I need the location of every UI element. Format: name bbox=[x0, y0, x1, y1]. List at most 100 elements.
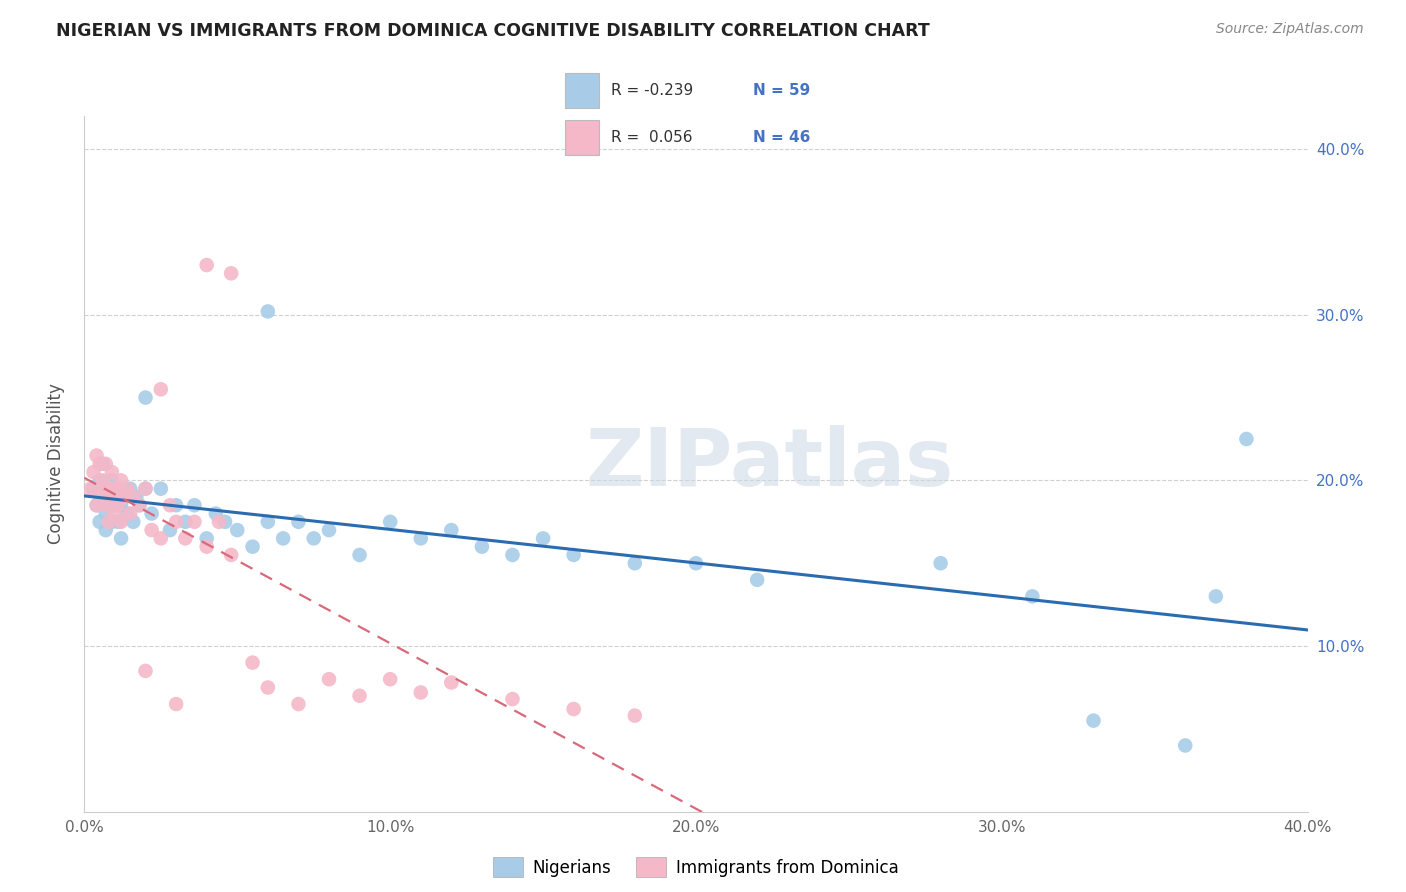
FancyBboxPatch shape bbox=[565, 120, 599, 155]
Point bbox=[380, 672, 402, 686]
Point bbox=[929, 556, 952, 570]
Text: R =  0.056: R = 0.056 bbox=[612, 130, 693, 145]
Point bbox=[115, 507, 138, 521]
Point bbox=[97, 482, 120, 496]
Point bbox=[149, 482, 172, 496]
Point bbox=[409, 685, 432, 699]
Point bbox=[174, 515, 197, 529]
Point bbox=[110, 498, 132, 512]
Point bbox=[91, 474, 114, 488]
Point bbox=[107, 515, 129, 529]
Point bbox=[214, 515, 236, 529]
Point bbox=[86, 449, 108, 463]
Point bbox=[287, 515, 309, 529]
Point bbox=[120, 507, 142, 521]
Legend: Nigerians, Immigrants from Dominica: Nigerians, Immigrants from Dominica bbox=[486, 851, 905, 883]
Point bbox=[101, 474, 124, 488]
Point bbox=[83, 482, 105, 496]
Point bbox=[86, 498, 108, 512]
Point bbox=[502, 692, 524, 706]
Point bbox=[104, 507, 127, 521]
Point bbox=[122, 515, 145, 529]
Point bbox=[125, 490, 148, 504]
Point bbox=[219, 266, 242, 280]
Point bbox=[91, 457, 114, 471]
Point bbox=[349, 689, 371, 703]
Point bbox=[502, 548, 524, 562]
Point bbox=[135, 664, 157, 678]
Point bbox=[1021, 590, 1043, 604]
Point bbox=[91, 490, 114, 504]
Point bbox=[112, 490, 135, 504]
Point bbox=[174, 532, 197, 546]
Point bbox=[205, 507, 228, 521]
Point bbox=[149, 532, 172, 546]
Point bbox=[195, 540, 218, 554]
Point bbox=[165, 515, 187, 529]
Point bbox=[97, 498, 120, 512]
Point bbox=[409, 532, 432, 546]
Point bbox=[380, 515, 402, 529]
Text: NIGERIAN VS IMMIGRANTS FROM DOMINICA COGNITIVE DISABILITY CORRELATION CHART: NIGERIAN VS IMMIGRANTS FROM DOMINICA COG… bbox=[56, 22, 929, 40]
Point bbox=[94, 482, 117, 496]
Point bbox=[97, 515, 120, 529]
Text: Source: ZipAtlas.com: Source: ZipAtlas.com bbox=[1216, 22, 1364, 37]
Text: R = -0.239: R = -0.239 bbox=[612, 83, 693, 97]
Point bbox=[107, 490, 129, 504]
Point bbox=[128, 498, 150, 512]
Point bbox=[624, 708, 647, 723]
Point bbox=[1174, 739, 1197, 753]
Point bbox=[149, 382, 172, 396]
Point bbox=[219, 548, 242, 562]
Point bbox=[685, 556, 707, 570]
Point bbox=[562, 548, 585, 562]
Point bbox=[141, 523, 163, 537]
Point bbox=[318, 523, 340, 537]
Point bbox=[1205, 590, 1227, 604]
Point bbox=[135, 391, 157, 405]
Point bbox=[97, 482, 120, 496]
Point bbox=[89, 474, 111, 488]
Point bbox=[183, 498, 205, 512]
Point bbox=[165, 697, 187, 711]
Point bbox=[349, 548, 371, 562]
Point bbox=[287, 697, 309, 711]
Point bbox=[208, 515, 231, 529]
Point bbox=[257, 681, 280, 695]
Point bbox=[1083, 714, 1105, 728]
Point bbox=[104, 490, 127, 504]
Point bbox=[94, 507, 117, 521]
Point bbox=[104, 482, 127, 496]
Point bbox=[440, 675, 463, 690]
Point bbox=[165, 498, 187, 512]
Point bbox=[141, 507, 163, 521]
Y-axis label: Cognitive Disability: Cognitive Disability bbox=[46, 384, 65, 544]
Point bbox=[257, 515, 280, 529]
Point bbox=[94, 498, 117, 512]
Point bbox=[159, 498, 181, 512]
Point bbox=[101, 482, 124, 496]
Point bbox=[83, 465, 105, 479]
Point bbox=[86, 498, 108, 512]
Point bbox=[107, 482, 129, 496]
Point bbox=[101, 515, 124, 529]
Point bbox=[624, 556, 647, 570]
Point bbox=[101, 465, 124, 479]
Point bbox=[159, 523, 181, 537]
Point bbox=[1236, 432, 1258, 446]
Text: N = 59: N = 59 bbox=[754, 83, 811, 97]
Point bbox=[195, 532, 218, 546]
Point bbox=[135, 482, 157, 496]
Point bbox=[271, 532, 294, 546]
Point bbox=[107, 498, 129, 512]
Point bbox=[94, 457, 117, 471]
Point bbox=[257, 304, 280, 318]
Point bbox=[112, 490, 135, 504]
Point bbox=[110, 532, 132, 546]
Point bbox=[195, 258, 218, 272]
Point bbox=[79, 482, 101, 496]
Point bbox=[318, 672, 340, 686]
Point bbox=[302, 532, 325, 546]
Point bbox=[747, 573, 769, 587]
Point bbox=[120, 482, 142, 496]
